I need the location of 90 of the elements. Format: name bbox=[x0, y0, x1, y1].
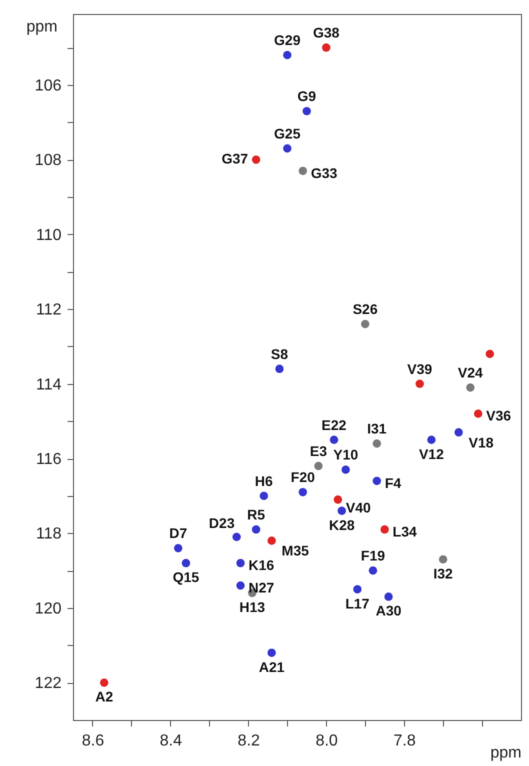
point bbox=[275, 364, 284, 374]
annotation: M35 bbox=[282, 542, 310, 559]
annotation: V18 bbox=[468, 434, 494, 450]
y-tick-label: 108 bbox=[34, 152, 62, 170]
annotation: H6 bbox=[254, 472, 274, 489]
annotation: E3 bbox=[310, 442, 328, 459]
annotation: F20 bbox=[290, 469, 316, 486]
x-tick-label: 8.2 bbox=[238, 732, 260, 750]
point bbox=[236, 558, 245, 568]
point bbox=[298, 488, 308, 496]
point bbox=[342, 466, 350, 474]
point bbox=[236, 581, 245, 590]
point bbox=[267, 536, 276, 545]
point bbox=[474, 410, 482, 418]
point bbox=[100, 678, 108, 687]
point bbox=[283, 144, 292, 153]
annotation: I31 bbox=[367, 420, 387, 437]
annotation: D23 bbox=[208, 514, 235, 531]
x-tick-label: 8.6 bbox=[82, 732, 104, 750]
point bbox=[372, 476, 382, 486]
point bbox=[454, 428, 463, 437]
point bbox=[260, 492, 268, 500]
annotation: E22 bbox=[322, 416, 347, 433]
point bbox=[353, 585, 362, 594]
y-tick-label: 106 bbox=[34, 77, 62, 94]
y-tick-label: 116 bbox=[36, 451, 62, 468]
annotation: D7 bbox=[169, 525, 188, 542]
annotation: K16 bbox=[248, 557, 274, 574]
annotation: Q15 bbox=[172, 569, 200, 586]
point bbox=[302, 106, 311, 116]
x-tick-label: 7.8 bbox=[394, 732, 416, 750]
point bbox=[252, 156, 260, 164]
point bbox=[427, 436, 436, 444]
y-tick-label: 110 bbox=[36, 226, 62, 244]
x-axis-title: ppm bbox=[490, 744, 522, 762]
annotation: S26 bbox=[352, 301, 378, 318]
point bbox=[330, 436, 338, 444]
annotation: V36 bbox=[486, 408, 512, 424]
point bbox=[314, 462, 323, 470]
annotation: V24 bbox=[458, 364, 484, 381]
annotation: V40 bbox=[346, 500, 372, 516]
annotation: S8 bbox=[270, 346, 288, 362]
point bbox=[334, 495, 342, 504]
annotation: K28 bbox=[328, 516, 355, 533]
point bbox=[360, 320, 370, 328]
annotation: Y10 bbox=[333, 446, 358, 463]
annotation: H13 bbox=[239, 598, 266, 615]
x-tick-label: 8.0 bbox=[316, 732, 338, 750]
annotation: V39 bbox=[407, 360, 432, 377]
point bbox=[182, 558, 190, 568]
point bbox=[384, 592, 393, 601]
point bbox=[438, 555, 448, 564]
annotation: A21 bbox=[258, 658, 285, 675]
annotation: N27 bbox=[248, 580, 274, 596]
annotation: A2 bbox=[95, 688, 114, 705]
point bbox=[267, 648, 276, 657]
point bbox=[380, 525, 389, 534]
annotation: I32 bbox=[433, 565, 454, 582]
x-tick-label: 8.4 bbox=[160, 732, 182, 750]
y-tick-label: 122 bbox=[34, 675, 62, 692]
point bbox=[486, 350, 494, 358]
point bbox=[252, 525, 260, 534]
point bbox=[322, 43, 330, 52]
y-axis-title: ppm bbox=[26, 18, 58, 36]
annotation: L34 bbox=[392, 523, 417, 540]
annotation: L17 bbox=[345, 595, 370, 612]
y-tick-label: 118 bbox=[36, 526, 62, 543]
annotation: G25 bbox=[274, 125, 301, 142]
point bbox=[368, 566, 378, 575]
annotation: F4 bbox=[384, 474, 402, 491]
point bbox=[338, 506, 346, 515]
y-tick-label: 120 bbox=[34, 600, 62, 618]
point bbox=[232, 532, 241, 542]
annotation: V12 bbox=[418, 446, 444, 462]
annotation: G33 bbox=[310, 164, 338, 181]
point bbox=[298, 166, 308, 176]
annotation: A30 bbox=[376, 602, 402, 619]
point bbox=[174, 544, 182, 552]
point bbox=[416, 380, 424, 388]
annotation: G38 bbox=[312, 24, 340, 41]
annotation: R5 bbox=[247, 506, 266, 522]
annotation: F19 bbox=[360, 548, 386, 564]
point bbox=[372, 439, 382, 448]
point bbox=[466, 383, 475, 392]
annotation: G37 bbox=[222, 150, 248, 167]
point bbox=[283, 50, 292, 60]
y-tick-label: 112 bbox=[36, 302, 62, 319]
annotation: G9 bbox=[297, 88, 316, 104]
y-tick-label: 114 bbox=[36, 376, 62, 394]
annotation: G29 bbox=[274, 32, 301, 48]
